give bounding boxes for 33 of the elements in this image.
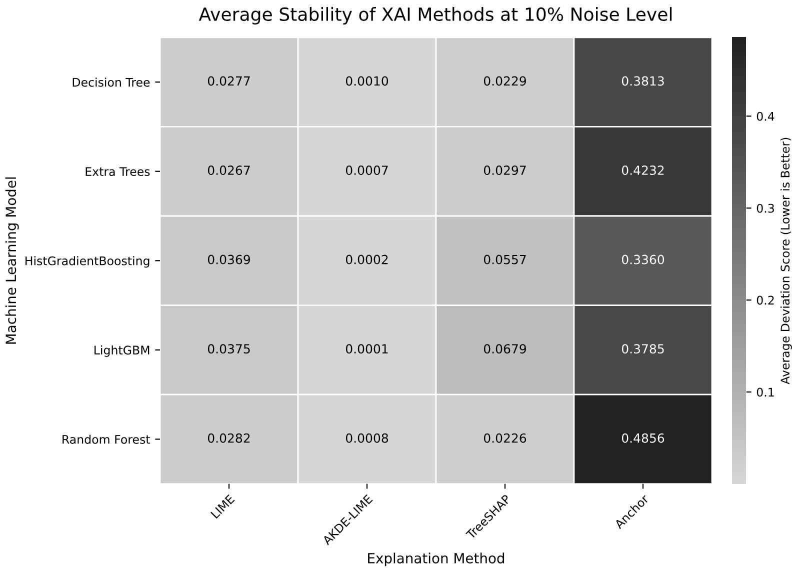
- color-bar-label: 0.3: [756, 204, 774, 213]
- data-label: 0.0282: [208, 433, 250, 443]
- color-bar-title: Average Deviation Score (Lower is Better): [780, 138, 792, 384]
- data-label: 0.0277: [208, 76, 250, 86]
- y-tick-label: Decision Tree: [72, 78, 150, 87]
- data-label: 0.0007: [346, 166, 388, 175]
- color-bar-label: 0.4: [756, 112, 774, 121]
- data-label: 0.4856: [622, 433, 664, 443]
- y-axis-title: Machine Learning Model: [5, 177, 19, 344]
- data-label: 0.0008: [346, 433, 388, 443]
- data-label: 0.0226: [484, 433, 526, 443]
- data-label: 0.0229: [484, 76, 526, 86]
- y-tick-label: HistGradientBoosting: [26, 256, 150, 268]
- x-axis-title: Explanation Method: [368, 552, 504, 566]
- data-label: 0.0297: [484, 166, 526, 175]
- y-tick-label: Random Forest: [62, 434, 150, 444]
- data-label: 0.0369: [208, 254, 250, 264]
- data-label: 0.3813: [622, 76, 664, 86]
- data-label: 0.0010: [346, 76, 388, 86]
- data-label: 0.3360: [622, 254, 664, 264]
- data-label: 0.0001: [346, 344, 388, 354]
- data-label: 0.0002: [346, 254, 388, 264]
- color-bar-label: 0.2: [756, 296, 774, 305]
- y-tick-label: LightGBM: [94, 345, 150, 357]
- data-label: 0.0679: [484, 344, 526, 354]
- y-tick-label: Extra Trees: [86, 167, 150, 176]
- data-label: 0.0375: [208, 344, 250, 354]
- data-label: 0.4232: [622, 166, 664, 175]
- color-bar-label: 0.1: [756, 388, 774, 397]
- data-label: 0.0267: [208, 166, 250, 175]
- data-label: 0.0557: [484, 254, 526, 264]
- chart-title: Average Stability of XAI Methods at 10% Noise Level: [198, 7, 672, 25]
- data-label: 0.3785: [622, 344, 664, 354]
